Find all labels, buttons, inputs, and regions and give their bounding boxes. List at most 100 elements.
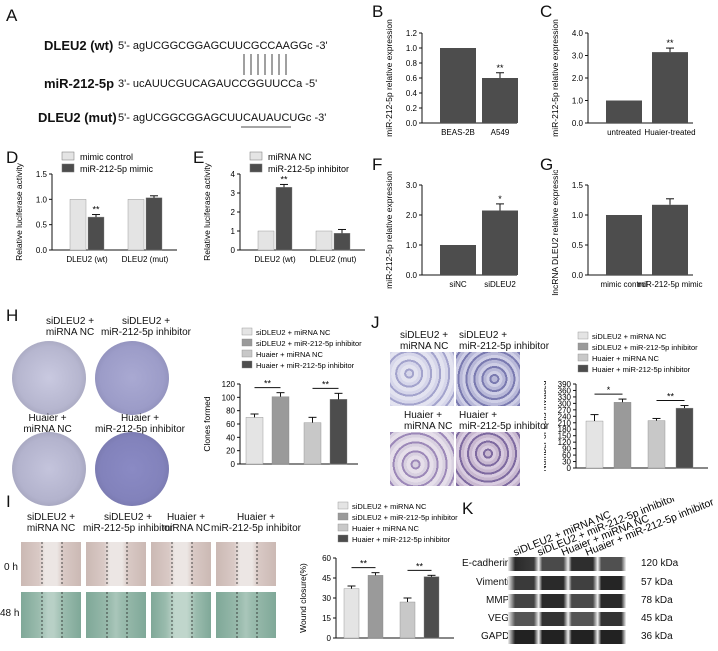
wound-photo-48h-2 (86, 592, 146, 638)
y-tick-label: 240 (558, 412, 572, 421)
seq-mut: 5'- agUCGGCGGAGCUUCAUAUCUGc -3' (118, 112, 327, 124)
legend-swatch (249, 151, 263, 161)
kda-ecad: 120 kDa (641, 558, 679, 569)
y-tick-label: 0.0 (572, 271, 584, 280)
wound-photo-0h-1 (21, 542, 81, 586)
y-tick-label: 2 (231, 208, 236, 217)
y-axis-title: Relative luciferase activity (14, 162, 24, 261)
y-tick-label: 100 (222, 393, 236, 402)
wound-photo-0h-2 (86, 542, 146, 586)
kda-mmp9: 78 kDa (641, 595, 673, 606)
bar-1 (606, 100, 642, 123)
x-tick-label: siNC (449, 280, 467, 289)
legend-label: miRNA NC (268, 152, 312, 162)
y-axis-title: Wound closure(%) (300, 563, 308, 633)
y-tick-label: 1.0 (406, 44, 418, 53)
invasion-label-4: Huaier + miR-212-5p inhibitor (459, 410, 550, 432)
significance-mark: ** (667, 392, 675, 402)
legend-label: siDLEU2 + miRNA NC (256, 328, 331, 337)
y-tick-label: 4 (231, 170, 236, 179)
y-tick-label: 1.5 (572, 181, 584, 190)
y-tick-label: 0.6 (406, 74, 418, 83)
chart-i: 0 15 30 45 60 Wound closure(%) siDLEU2 + miRNA… (300, 501, 458, 643)
legend-swatch (337, 512, 349, 521)
blot-band-mmp9 (508, 594, 626, 608)
colony-dish-4 (95, 432, 169, 506)
y-tick-label: 60 (322, 554, 331, 563)
y-tick-label: 0 (567, 464, 572, 473)
blot-label-vegf: VEGF (488, 613, 516, 624)
y-axis-title: miR-212-5p relative expression (550, 19, 560, 137)
y-tick-label: 150 (558, 432, 572, 441)
x-tick-label: untreated (607, 128, 641, 137)
bar-2 (482, 210, 518, 275)
kda-vegf: 45 kDa (641, 613, 673, 624)
legend-swatch (577, 364, 589, 373)
kda-vim: 57 kDa (641, 577, 673, 588)
y-tick-label: 300 (558, 399, 572, 408)
wound-photo-48h-3 (151, 592, 211, 638)
invasion-photo-2 (456, 352, 520, 406)
y-tick-label: 1.2 (406, 29, 418, 38)
y-tick-label: 0 (231, 460, 236, 469)
y-axis-title: lncRNA DLEU2 relative expression (550, 170, 560, 296)
blot-label-vim: Vimentin (476, 577, 515, 588)
chart-g: 0.0 0.5 1.0 1.5 lncRNA DLEU2 relative expres… (550, 170, 703, 296)
wound-col-label-3: Huaier + miRNA NC (161, 512, 211, 534)
y-tick-label: 390 (558, 380, 572, 389)
legend-swatch (337, 534, 349, 543)
wound-row-label-48h: 48 h (0, 608, 20, 619)
chart-d: 0.0 0.5 1.0 1.5 Relative luciferase activity… (14, 151, 177, 264)
x-tick-label: miR-212-5p mimic (638, 280, 703, 289)
panel-label-i: I (6, 492, 11, 511)
seq-wt: 5'- agUCGGCGGAGCUUCGCCAAGGc -3' (118, 40, 328, 52)
y-tick-label: 2.0 (406, 211, 418, 220)
legend-swatch (337, 501, 349, 510)
legend-swatch (577, 331, 589, 340)
bar (275, 187, 293, 251)
panel-label-a: A (6, 6, 18, 25)
dish-label-3: Huaier + miRNA NC (23, 413, 72, 435)
bar (127, 199, 145, 251)
panel-label-g: G (540, 155, 554, 174)
invasion-photo-3 (390, 432, 454, 486)
significance-mark: ** (666, 38, 674, 48)
y-tick-label: 15 (322, 614, 331, 623)
significance-mark: ** (360, 559, 368, 569)
y-axis-title: miR-212-5p relative expression (384, 19, 394, 137)
y-tick-label: 4.0 (572, 29, 584, 38)
y-tick-label: 0.0 (36, 246, 48, 255)
y-tick-label: 120 (558, 438, 572, 447)
bar-4 (675, 407, 694, 469)
bar-1 (440, 48, 476, 123)
legend-label: siDLEU2 + miR-212-5p inhibitor (352, 513, 458, 522)
y-tick-label: 0 (231, 246, 236, 255)
x-tick-label: DLEU2 (mut) (310, 255, 357, 264)
legend-label: Huaier + miRNA NC (256, 350, 323, 359)
wound-photo-48h-4 (216, 592, 276, 638)
kda-gapdh: 36 kDa (641, 631, 673, 642)
chart-e: 0 1 2 3 4 Relative luciferase activity miRNA N… (202, 151, 365, 264)
invasion-label-2: siDLEU2 + miR-212-5p inhibitor (459, 330, 550, 352)
y-tick-label: 0.0 (406, 271, 418, 280)
legend-swatch (61, 151, 75, 161)
legend-label: mimic control (80, 152, 133, 162)
significance-mark: ** (416, 561, 424, 571)
x-tick-label: siDLEU2 (484, 280, 516, 289)
bar (257, 230, 275, 251)
wound-col-label-4: Huaier + miR-212-5p inhibitor (210, 512, 302, 534)
colony-dish-3 (12, 432, 86, 506)
legend-label: Huaier + miR-212-5p inhibitor (256, 361, 355, 370)
invasion-label-1: siDLEU2 + miRNA NC (400, 330, 449, 352)
y-tick-label: 0.2 (406, 104, 418, 113)
significance-mark: ** (496, 63, 504, 73)
y-tick-label: 0.5 (36, 221, 48, 230)
bar (333, 233, 351, 251)
blot-label-mmp9: MMP9 (486, 595, 515, 606)
significance-mark: ** (280, 174, 288, 184)
panel-label-d: D (6, 148, 19, 167)
legend-label: siDLEU2 + miR-212-5p inhibitor (592, 343, 698, 352)
legend-label: siDLEU2 + miR-212-5p inhibitor (256, 339, 362, 348)
y-tick-label: 30 (562, 458, 571, 467)
y-tick-label: 30 (322, 594, 331, 603)
